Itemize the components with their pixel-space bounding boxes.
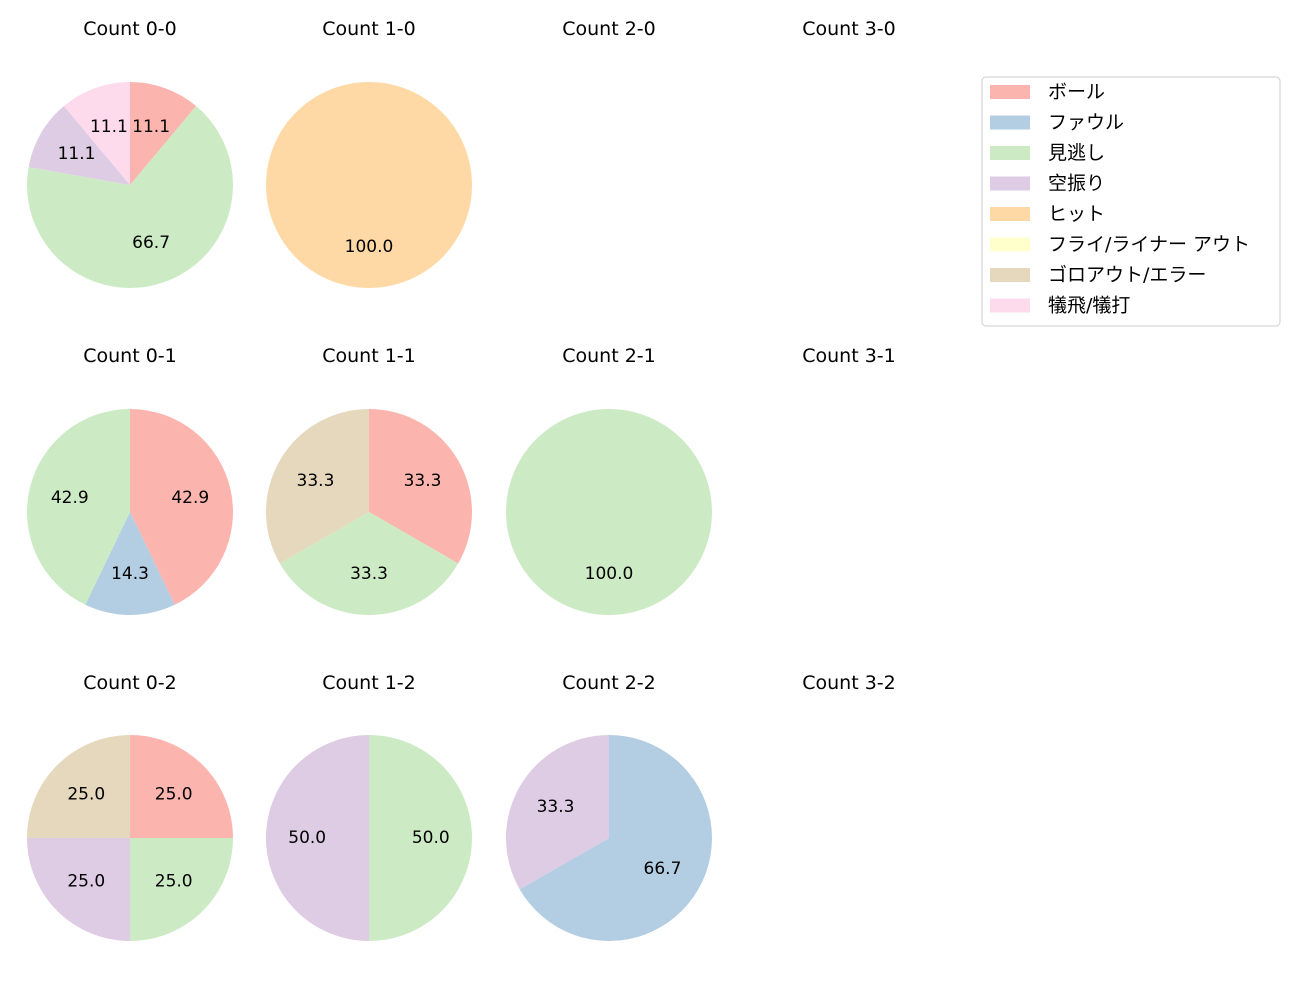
legend-item: 空振り — [990, 173, 1105, 195]
legend-label: ゴロアウト/エラー — [1048, 264, 1206, 286]
wedge-label: 66.7 — [132, 233, 170, 253]
legend-label: 空振り — [1048, 173, 1105, 195]
pie-count-3-1: Count 3-1 — [802, 345, 896, 367]
pie-count-3-2: Count 3-2 — [802, 672, 896, 694]
legend-label: 犠飛/犠打 — [1048, 295, 1130, 317]
legend-swatch — [990, 115, 1030, 130]
pie-wedge — [26, 106, 233, 289]
pie-wedge — [85, 512, 175, 616]
wedge-label: 33.3 — [537, 797, 575, 817]
legend-label: 見逃し — [1048, 142, 1105, 164]
pie-wedge — [130, 409, 234, 605]
pie-wedge — [266, 735, 369, 941]
wedge-label: 25.0 — [67, 784, 105, 804]
legend-swatch — [990, 146, 1030, 160]
pie-title: Count 3-1 — [802, 345, 896, 367]
legend-item: 犠飛/犠打 — [990, 295, 1130, 317]
legend-label: フライ/ライナー アウト — [1048, 234, 1250, 256]
pie-count-1-2: Count 1-2 50.0 50.0 — [266, 672, 472, 941]
wedge-label: 11.1 — [90, 117, 128, 137]
legend-item: ファウル — [990, 112, 1124, 134]
pie-count-1-1: Count 1-1 33.3 33.3 33.3 — [266, 345, 472, 615]
wedge-label: 25.0 — [67, 872, 105, 892]
pie-count-2-1: Count 2-1 100.0 — [506, 345, 712, 615]
legend-swatch — [990, 85, 1030, 99]
pie-count-1-0: Count 1-0 100.0 — [266, 18, 472, 288]
legend-item: 見逃し — [990, 142, 1105, 164]
wedge-label: 100.0 — [345, 237, 394, 257]
pie-title: Count 1-1 — [322, 345, 416, 367]
pie-title: Count 0-0 — [83, 18, 177, 40]
legend-swatch — [990, 207, 1030, 221]
pie-count-2-0: Count 2-0 — [562, 18, 656, 40]
legend-swatch — [990, 268, 1030, 282]
wedge-label: 50.0 — [412, 828, 450, 848]
pie-title: Count 2-2 — [562, 672, 656, 694]
pie-count-0-1: Count 0-1 42.9 14.3 42.9 — [26, 345, 234, 616]
legend-item: ボール — [990, 81, 1105, 103]
pie-wedge — [266, 409, 369, 564]
legend-swatch — [990, 237, 1030, 252]
wedge-label: 33.3 — [350, 564, 388, 584]
wedge-label: 42.9 — [51, 488, 89, 508]
pie-wedge — [506, 409, 712, 615]
pie-wedge — [27, 838, 130, 941]
wedge-label: 11.1 — [132, 117, 170, 137]
pie-count-2-2: Count 2-2 66.7 33.3 — [506, 672, 712, 941]
legend-label: ヒット — [1048, 203, 1105, 225]
pie-wedge — [369, 735, 472, 941]
wedge-label: 25.0 — [155, 872, 193, 892]
legend-item: フライ/ライナー アウト — [990, 234, 1250, 256]
wedge-label: 33.3 — [297, 471, 335, 491]
pie-title: Count 0-1 — [83, 345, 177, 367]
legend-swatch — [990, 298, 1030, 313]
pie-wedge — [266, 82, 472, 288]
legend-frame — [981, 76, 1281, 327]
pie-wedge — [27, 735, 130, 838]
wedge-label: 33.3 — [404, 471, 442, 491]
pie-wedge — [28, 106, 130, 185]
pie-title: Count 3-0 — [802, 18, 896, 40]
wedge-label: 66.7 — [644, 859, 682, 879]
legend-label: ファウル — [1048, 112, 1124, 134]
wedge-label: 25.0 — [155, 784, 193, 804]
pie-wedge — [130, 838, 233, 941]
pie-wedge — [369, 409, 472, 564]
pie-wedge — [26, 409, 130, 605]
pie-count-0-2: Count 0-2 25.0 25.0 25.0 25.0 — [27, 672, 233, 941]
pie-wedge — [63, 82, 130, 185]
legend-swatch — [990, 176, 1030, 191]
pie-count-3-0: Count 3-0 — [802, 18, 896, 40]
pie-count-0-0: Count 0-011.166.711.111.1 — [26, 18, 233, 289]
pie-title: Count 2-1 — [562, 345, 656, 367]
pie-title: Count 1-2 — [322, 672, 416, 694]
wedge-label: 42.9 — [171, 488, 209, 508]
pie-wedge — [130, 735, 233, 838]
legend-label: ボール — [1048, 81, 1105, 103]
pie-wedge — [130, 82, 197, 185]
legend-item: ゴロアウト/エラー — [990, 264, 1206, 286]
wedge-label: 14.3 — [111, 564, 149, 584]
wedge-label: 100.0 — [585, 564, 634, 584]
legend-item: ヒット — [990, 203, 1105, 225]
pie-title: Count 3-2 — [802, 672, 896, 694]
pie-title: Count 0-2 — [83, 672, 177, 694]
pie-title: Count 1-0 — [322, 18, 416, 40]
pie-title: Count 2-0 — [562, 18, 656, 40]
wedge-label: 11.1 — [58, 144, 96, 164]
wedge-label: 50.0 — [288, 828, 326, 848]
pie-wedge — [506, 735, 609, 890]
pie-wedge — [519, 735, 712, 941]
